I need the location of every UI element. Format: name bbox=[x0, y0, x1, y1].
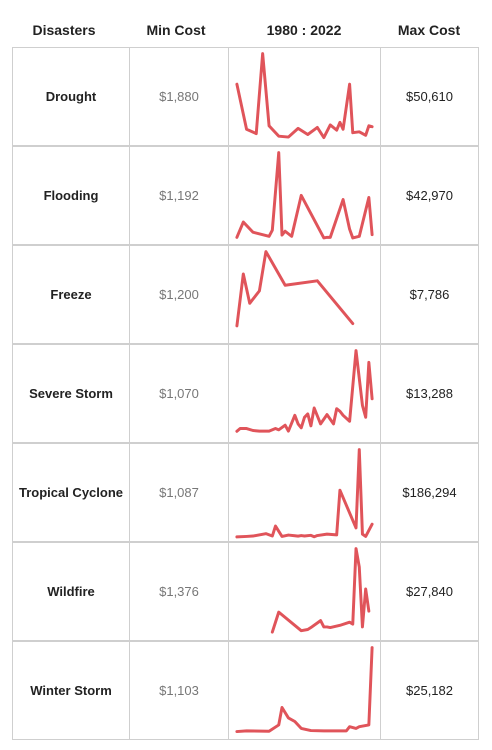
trend-cell bbox=[228, 344, 381, 443]
min-cost-value: $1,880 bbox=[129, 47, 229, 146]
sparkline-chart bbox=[270, 547, 371, 634]
sparkline-series-wildfire bbox=[270, 547, 371, 634]
table-row: Wildfire $1,376 $27,840 bbox=[12, 542, 479, 641]
sparkline-series-winter-storm bbox=[235, 646, 374, 734]
min-cost-value: $1,103 bbox=[129, 641, 229, 740]
sparkline-chart bbox=[235, 646, 374, 734]
disaster-name: Winter Storm bbox=[12, 641, 130, 740]
trend-cell bbox=[228, 443, 381, 542]
min-cost-value: $1,200 bbox=[129, 245, 229, 344]
header-min-cost: Min Cost bbox=[146, 22, 206, 38]
max-cost-value: $27,840 bbox=[380, 542, 479, 641]
trend-cell bbox=[228, 641, 381, 740]
sparkline-series-drought bbox=[235, 52, 374, 140]
table-row: Winter Storm $1,103 $25,182 bbox=[12, 641, 479, 740]
disaster-name: Severe Storm bbox=[12, 344, 130, 443]
sparkline-chart bbox=[235, 349, 374, 433]
trend-cell bbox=[228, 146, 381, 245]
table-row: Flooding $1,192 $42,970 bbox=[12, 146, 479, 245]
header-disasters: Disasters bbox=[32, 22, 96, 38]
max-cost-value: $25,182 bbox=[380, 641, 479, 740]
trend-cell bbox=[228, 47, 381, 146]
sparkline-chart bbox=[235, 52, 374, 140]
trend-cell bbox=[228, 245, 381, 344]
max-cost-value: $186,294 bbox=[380, 443, 479, 542]
min-cost-value: $1,376 bbox=[129, 542, 229, 641]
table-row: Drought $1,880 $50,610 bbox=[12, 47, 479, 146]
disaster-name: Tropical Cyclone bbox=[12, 443, 130, 542]
header-trend: 1980 : 2022 bbox=[266, 22, 342, 38]
table-row: Tropical Cyclone $1,087 $186,294 bbox=[12, 443, 479, 542]
sparkline-series-flooding bbox=[235, 151, 374, 240]
min-cost-value: $1,192 bbox=[129, 146, 229, 245]
sparkline-series-freeze bbox=[235, 250, 355, 328]
min-cost-value: $1,087 bbox=[129, 443, 229, 542]
table-row: Severe Storm $1,070 $13,288 bbox=[12, 344, 479, 443]
disaster-name: Wildfire bbox=[12, 542, 130, 641]
disaster-name: Drought bbox=[12, 47, 130, 146]
table-row: Freeze $1,200 $7,786 bbox=[12, 245, 479, 344]
max-cost-value: $13,288 bbox=[380, 344, 479, 443]
sparkline-series-severe-storm bbox=[235, 349, 374, 433]
max-cost-value: $42,970 bbox=[380, 146, 479, 245]
sparkline-series-tropical-cyclone bbox=[235, 448, 374, 539]
header-max-cost: Max Cost bbox=[397, 22, 461, 38]
sparkline-chart bbox=[235, 448, 374, 539]
max-cost-value: $50,610 bbox=[380, 47, 479, 146]
min-cost-value: $1,070 bbox=[129, 344, 229, 443]
max-cost-value: $7,786 bbox=[380, 245, 479, 344]
trend-cell bbox=[228, 542, 381, 641]
sparkline-chart bbox=[235, 250, 355, 328]
disaster-name: Freeze bbox=[12, 245, 130, 344]
disaster-name: Flooding bbox=[12, 146, 130, 245]
sparkline-chart bbox=[235, 151, 374, 240]
